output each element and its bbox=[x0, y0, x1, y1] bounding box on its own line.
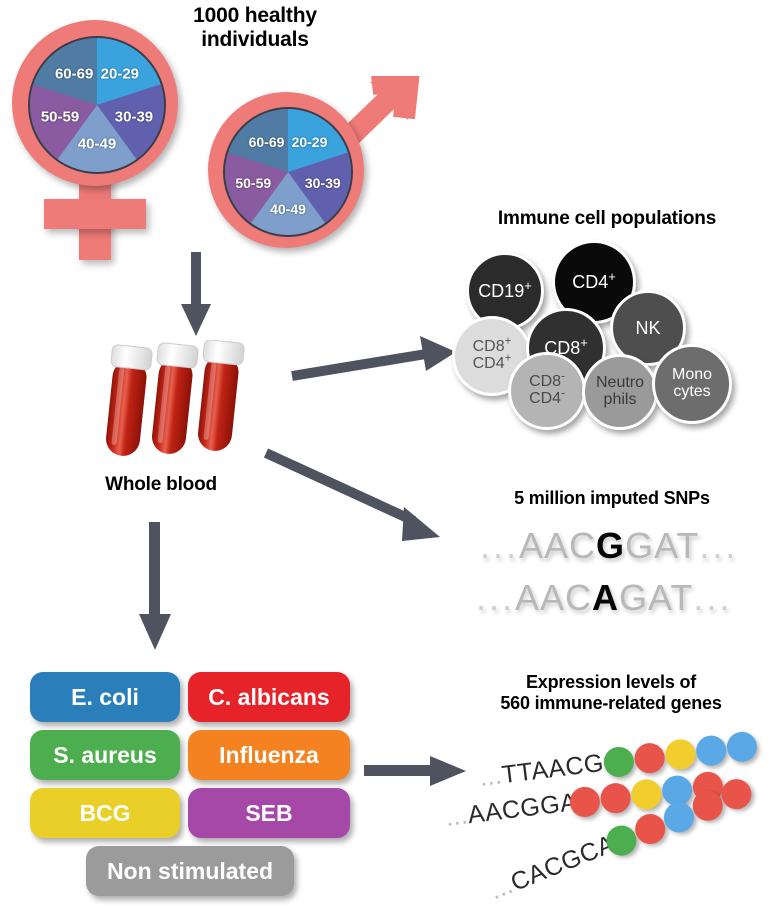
arrow-stimulations-to-expression bbox=[364, 756, 466, 786]
pie-slice-30-39 bbox=[288, 152, 351, 223]
pie-slice-20-29 bbox=[97, 38, 161, 105]
expression-bead bbox=[598, 781, 632, 815]
cell-label-line-2: CD4+ bbox=[472, 352, 512, 372]
cell-label-line-2: CD4- bbox=[529, 387, 565, 407]
stimulation-chip-non-stimulated[interactable]: Non stimulated bbox=[86, 846, 294, 896]
immune-cell-cd4: CD4+ bbox=[552, 240, 636, 324]
stimulation-chip-influenza[interactable]: Influenza bbox=[188, 730, 350, 780]
arrow-cohort-to-blood bbox=[181, 252, 211, 336]
stimulation-chip-label: SEB bbox=[245, 799, 293, 826]
pie-slice-40-49 bbox=[250, 172, 326, 235]
female-symbol: 20-29 30-39 40-49 50-59 60-69 bbox=[6, 14, 226, 260]
expression-title-line-1: Expression levels of bbox=[525, 672, 697, 692]
expression-strand-sequence: ...AACGGAT bbox=[444, 786, 593, 833]
expression-bead bbox=[693, 733, 728, 768]
pie-label-40-49: 40-49 bbox=[77, 135, 117, 153]
pie-label-20-29: 20-29 bbox=[100, 65, 140, 83]
page-title-cohort: 1000 healthy individuals bbox=[193, 4, 317, 52]
stimulation-conditions-group: E. coli C. albicans S. aureus Influenza BCG S… bbox=[30, 672, 350, 902]
male-symbol: 20-29 30-39 40-49 50-59 60-69 bbox=[200, 76, 430, 260]
pie-slice-60-69 bbox=[33, 38, 97, 105]
snp-variant-base: A bbox=[592, 577, 620, 618]
cell-label-line-1: CD8+ bbox=[472, 335, 512, 356]
immune-cell-nk: NK bbox=[610, 290, 686, 366]
cell-label-line-1: CD19+ bbox=[478, 277, 532, 301]
snp-leading-ellipsis: ... bbox=[480, 525, 520, 566]
cell-label-line-1: CD4+ bbox=[572, 268, 616, 292]
expression-strands-group: ...TTAACGG ...AACGGAT ...CACGCAA bbox=[444, 730, 770, 915]
expression-bead bbox=[629, 777, 663, 812]
stimulation-chip-e-coli[interactable]: E. coli bbox=[30, 672, 180, 722]
snp-sequence-group: ...AACGGAT... ...AACAGAT... bbox=[470, 525, 770, 625]
arrow-blood-to-snps bbox=[263, 448, 440, 541]
immune-cell-cd8-cd4: CD8- CD4- bbox=[508, 352, 586, 430]
age-distribution-pie-male: 20-29 30-39 40-49 50-59 60-69 bbox=[223, 107, 353, 237]
cell-label-line-1: CD8- bbox=[529, 370, 565, 391]
expression-bead bbox=[632, 741, 666, 775]
stimulation-chip-c-albicans[interactable]: C. albicans bbox=[188, 672, 350, 722]
cell-label-line-2: phils bbox=[603, 391, 637, 408]
immune-cell-populations-group: CD19+ CD4+ CD8+ CD4+ CD8+ NK CD8- CD4- Neutro phi… bbox=[452, 240, 762, 430]
snp-sequence-line-2: ...AACAGAT... bbox=[476, 577, 732, 619]
snp-trailing-ellipsis: ... bbox=[699, 525, 739, 566]
immune-cell-monocytes: Mono cytes bbox=[652, 344, 732, 424]
stimulation-chip-s-aureus[interactable]: S. aureus bbox=[30, 730, 180, 780]
section-title-snps: 5 million imputed SNPs bbox=[514, 488, 710, 508]
age-distribution-pie-female: 20-29 30-39 40-49 50-59 60-69 bbox=[28, 36, 166, 174]
stimulation-chip-label: S. aureus bbox=[53, 741, 157, 768]
stimulation-chip-label: C. albicans bbox=[208, 683, 330, 710]
immune-cell-neutrophils: Neutro phils bbox=[582, 354, 658, 430]
stimulation-chip-seb[interactable]: SEB bbox=[188, 788, 350, 838]
snp-suffix: GAT bbox=[625, 525, 700, 566]
pie-label-30-39: 30-39 bbox=[114, 108, 154, 126]
pie-slice-50-59 bbox=[30, 84, 97, 160]
section-title-immune-cells: Immune cell populations bbox=[497, 208, 717, 229]
section-title-expression: Expression levels of 560 immune-related … bbox=[452, 672, 770, 713]
pie-label-30-39: 30-39 bbox=[304, 175, 341, 192]
pie-slice-40-49 bbox=[57, 105, 137, 172]
snp-sequence-line-1: ...AACGGAT... bbox=[480, 525, 738, 567]
stimulation-chip-label: Influenza bbox=[219, 741, 319, 768]
pie-slice-20-29 bbox=[288, 109, 348, 172]
cell-label-line-1: Neutro bbox=[595, 374, 645, 392]
stimulation-chip-label: Non stimulated bbox=[106, 857, 274, 884]
stimulation-chip-label: BCG bbox=[79, 799, 131, 826]
label-whole-blood: Whole blood bbox=[105, 474, 217, 495]
cell-label-line-1: Mono bbox=[671, 366, 713, 384]
cell-label-line-2: cytes bbox=[673, 383, 711, 400]
pie-label-50-59: 50-59 bbox=[235, 175, 272, 192]
arrow-blood-to-stimulations bbox=[139, 522, 171, 650]
pie-label-20-29: 20-29 bbox=[291, 134, 328, 151]
snp-trailing-ellipsis: ... bbox=[693, 577, 733, 618]
pie-slice-60-69 bbox=[228, 109, 288, 172]
expression-title-line-2: 560 immune-related genes bbox=[500, 692, 722, 713]
arrow-blood-to-immune-cells bbox=[291, 336, 456, 381]
snp-prefix: AAC bbox=[515, 577, 593, 618]
pie-label-60-69: 60-69 bbox=[248, 134, 285, 151]
snp-prefix: AAC bbox=[519, 525, 597, 566]
blood-tubes-group bbox=[100, 339, 260, 470]
snp-leading-ellipsis: ... bbox=[476, 577, 516, 618]
pie-label-40-49: 40-49 bbox=[270, 200, 306, 217]
cell-label-line-1: NK bbox=[635, 317, 661, 338]
pie-slice-50-59 bbox=[225, 152, 288, 223]
pie-label-60-69: 60-69 bbox=[54, 65, 94, 83]
pie-slice-30-39 bbox=[97, 84, 164, 160]
snp-variant-base: G bbox=[596, 525, 626, 566]
pie-label-50-59: 50-59 bbox=[40, 108, 80, 126]
stimulation-chip-bcg[interactable]: BCG bbox=[30, 788, 180, 838]
stimulation-chip-label: E. coli bbox=[71, 683, 139, 710]
expression-bead bbox=[663, 737, 697, 772]
female-symbol-stem-horizontal bbox=[44, 199, 146, 229]
expression-bead bbox=[724, 730, 759, 764]
snp-suffix: GAT bbox=[619, 577, 694, 618]
